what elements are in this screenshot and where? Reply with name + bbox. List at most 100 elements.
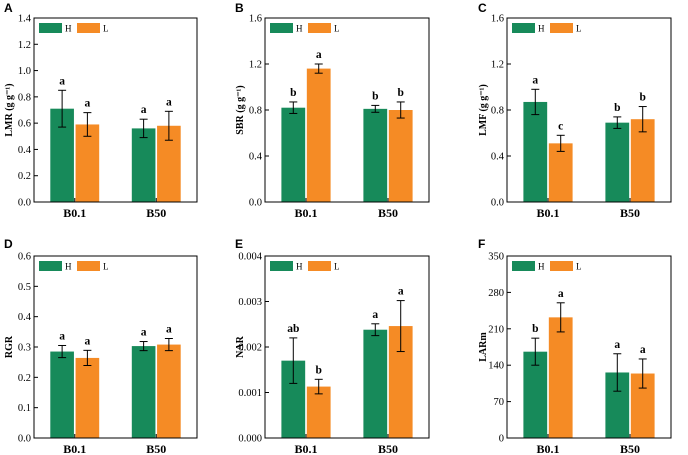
legend-label-l: L	[576, 262, 582, 272]
bar-h-b50	[363, 108, 388, 202]
legend-label-l: L	[576, 24, 582, 34]
panel-letter: D	[4, 237, 13, 251]
significance-label: b	[290, 87, 296, 99]
y-tick-label: 350	[488, 252, 504, 263]
legend-swatch-l	[77, 23, 100, 33]
panel-letter: A	[4, 1, 13, 15]
y-axis-label: SBR (g g⁻¹)	[235, 85, 246, 134]
bar-l-b01	[548, 143, 573, 202]
y-tick-label: 1.2	[491, 60, 504, 71]
y-tick-label: 0.2	[18, 373, 31, 384]
legend-label-h: H	[65, 24, 72, 34]
bar-l-b50	[630, 373, 655, 438]
plot-frame	[506, 17, 672, 203]
significance-label: b	[532, 323, 538, 335]
x-category-label: B0.1	[63, 206, 86, 220]
y-tick-label: 0.8	[18, 92, 31, 103]
significance-label: a	[141, 104, 147, 116]
y-tick-label: 140	[488, 361, 504, 372]
y-tick-label: 0.000	[238, 434, 262, 445]
legend-swatch-l	[308, 261, 331, 271]
significance-label: a	[532, 74, 538, 86]
y-tick-label: 0.4	[491, 152, 505, 163]
significance-label: a	[166, 324, 172, 336]
y-tick-label: 0.4	[249, 152, 263, 163]
legend-label-h: H	[65, 262, 72, 272]
significance-label: a	[316, 49, 322, 61]
legend-swatch-h	[512, 261, 535, 271]
bar-l-b50	[157, 125, 181, 202]
y-tick-label: 0.8	[249, 106, 262, 117]
legend-swatch-h	[512, 23, 535, 33]
bar-l-b01	[306, 386, 331, 438]
x-category-label: B0.1	[294, 442, 317, 455]
legend-swatch-l	[550, 261, 573, 271]
significance-label: a	[59, 75, 65, 87]
bar-h-b50	[605, 122, 630, 202]
significance-label: a	[85, 98, 91, 110]
panel-e: E NAR 0.000 0.001 0.002 0.003 0.004 ab b B0.1 a a B5…	[235, 237, 430, 455]
legend-swatch-h	[39, 261, 62, 271]
x-category-label: B50	[378, 206, 398, 220]
y-tick-label: 210	[488, 324, 504, 335]
legend-label-h: H	[296, 24, 303, 34]
y-tick-label: 0.004	[238, 252, 262, 263]
panel-c: C LMF (g g⁻¹) 0.0 0.4 0.8 1.2 1.6 a c B0.1 b b B50 H L	[478, 1, 672, 220]
y-tick-label: 0.2	[18, 171, 31, 182]
panel-f: F LARm 0 70 140 210 280 350 b a B0.1 a a B50 H L	[478, 237, 672, 455]
significance-label: a	[398, 286, 404, 298]
y-tick-label: 0.001	[238, 388, 262, 399]
panel-a: A LMR (g g⁻¹) 0.0 0.2 0.4 0.6 0.8 1.0 1.2 1.4 a a B0…	[4, 1, 198, 220]
y-tick-label: 0.002	[238, 343, 262, 354]
legend-label-h: H	[538, 262, 545, 272]
y-tick-label: 0	[499, 434, 504, 445]
y-tick-label: 0.6	[18, 119, 31, 130]
bar-l-b01	[75, 124, 100, 202]
bar-h-b50	[131, 128, 156, 202]
bar-h-b50	[605, 372, 630, 438]
y-tick-label: 0.0	[18, 434, 31, 445]
y-tick-label: 1.2	[249, 60, 262, 71]
bar-l-b01	[548, 317, 573, 438]
y-tick-label: 1.6	[491, 14, 504, 25]
significance-label: b	[316, 364, 322, 376]
legend-label-h: H	[538, 24, 545, 34]
y-tick-label: 70	[494, 397, 505, 408]
legend-swatch-l	[550, 23, 573, 33]
plot-frame	[264, 17, 430, 203]
panel-letter: B	[235, 1, 244, 15]
bar-l-b01	[75, 357, 100, 438]
y-tick-label: 0.0	[249, 198, 262, 209]
y-tick-label: 0.6	[18, 252, 31, 263]
y-tick-label: 0.4	[18, 145, 32, 156]
x-category-label: B0.1	[63, 442, 86, 455]
y-axis-label: LARm	[478, 332, 489, 362]
plot-frame	[264, 255, 430, 439]
bar-l-b50	[388, 326, 413, 438]
bar-l-b01	[306, 68, 331, 202]
legend-swatch-h	[270, 23, 293, 33]
x-category-label: B0.1	[536, 442, 559, 455]
significance-label: b	[640, 92, 646, 104]
y-axis-label: LMF (g g⁻¹)	[478, 84, 489, 136]
significance-label: b	[372, 90, 378, 102]
x-category-label: B50	[146, 442, 166, 455]
significance-label: c	[558, 120, 563, 132]
significance-label: a	[85, 335, 91, 347]
bar-h-b01	[523, 101, 548, 202]
y-tick-label: 1.0	[18, 66, 31, 77]
x-category-label: B50	[620, 442, 640, 455]
legend-label-l: L	[103, 24, 109, 34]
significance-label: b	[398, 87, 404, 99]
legend-swatch-l	[308, 23, 331, 33]
x-category-label: B50	[146, 206, 166, 220]
significance-label: a	[558, 288, 564, 300]
y-tick-label: 280	[488, 288, 504, 299]
significance-label: ab	[287, 323, 299, 335]
legend-swatch-h	[39, 23, 62, 33]
bar-h-b01	[50, 351, 74, 438]
significance-label: a	[614, 339, 620, 351]
y-tick-label: 0.0	[18, 198, 31, 209]
panel-letter: C	[478, 1, 487, 15]
